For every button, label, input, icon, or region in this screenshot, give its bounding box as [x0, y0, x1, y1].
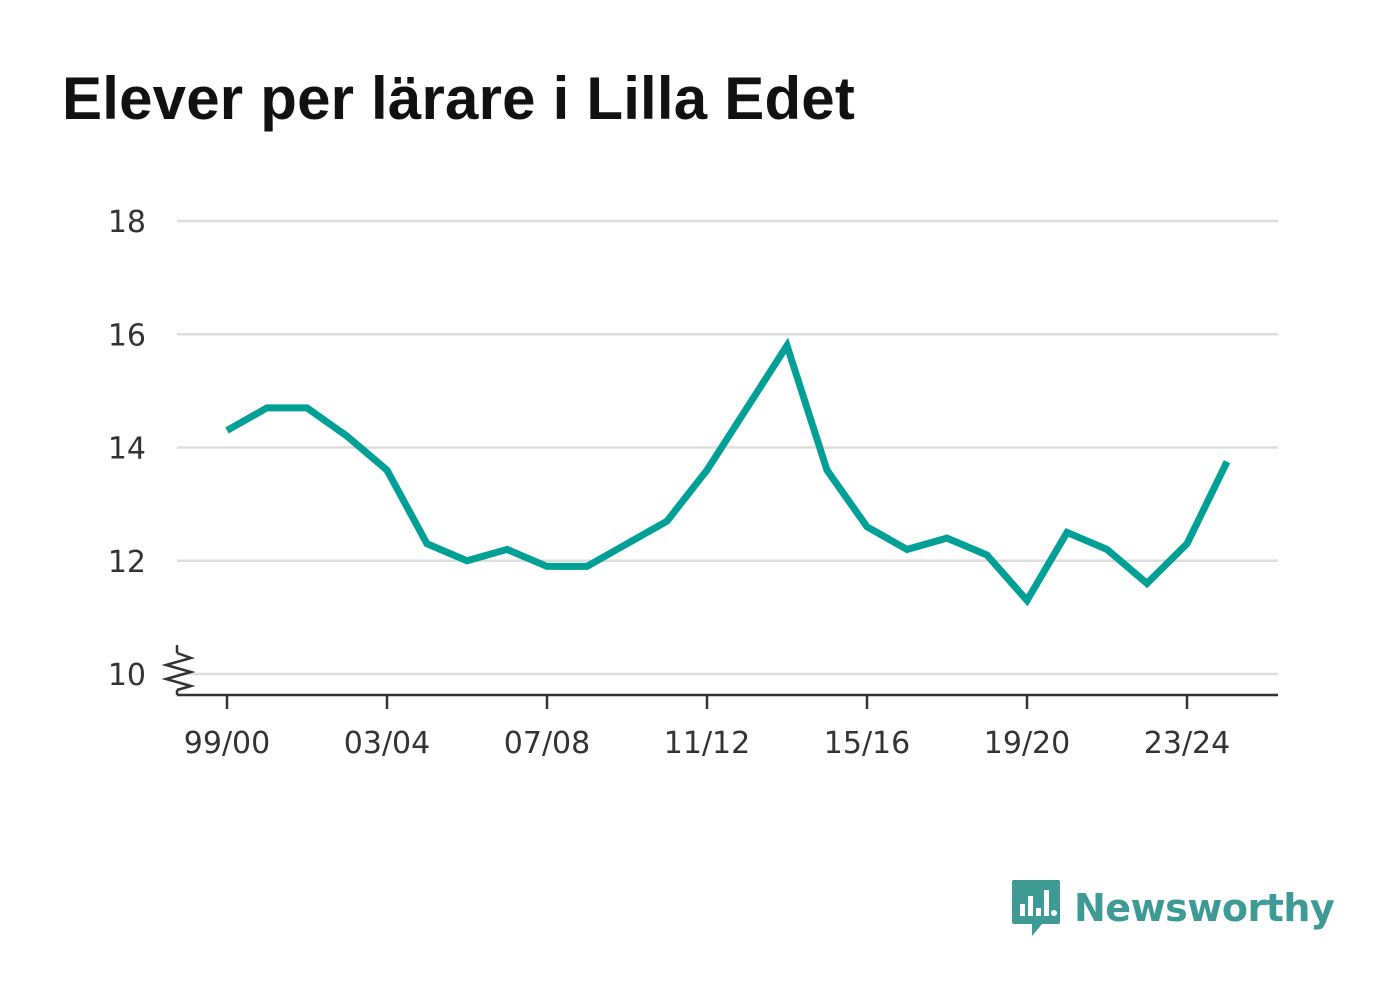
brand-name: Newsworthy: [1074, 886, 1335, 930]
y-tick-label: 14: [108, 432, 146, 467]
x-tick-label: 11/12: [664, 726, 750, 761]
y-axis-ticks: 10 12 14 16 18: [108, 205, 146, 693]
x-tick-label: 99/00: [184, 726, 270, 761]
x-axis-ticks: 99/00 03/04 07/08 11/12 15/16 19/20 23/24: [184, 695, 1230, 761]
brand-logo: Newsworthy: [1010, 878, 1335, 938]
x-tick-label: 15/16: [824, 726, 910, 761]
x-tick-label: 19/20: [984, 726, 1070, 761]
newsworthy-chart-bubble-icon: [1012, 880, 1060, 936]
chart-title: Elever per lärare i Lilla Edet: [62, 65, 856, 132]
y-axis-break-icon: [161, 645, 196, 695]
series-line: [225, 337, 1231, 607]
y-tick-label: 18: [108, 205, 146, 240]
y-tick-label: 16: [108, 318, 146, 353]
x-tick-label: 07/08: [504, 726, 590, 761]
x-tick-label: 23/24: [1144, 726, 1230, 761]
gridlines: [177, 219, 1278, 676]
series-path: [225, 337, 1231, 607]
y-tick-label: 12: [108, 545, 146, 580]
x-tick-label: 03/04: [344, 726, 430, 761]
y-tick-label: 10: [108, 658, 146, 693]
